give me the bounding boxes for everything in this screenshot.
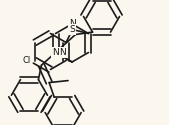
Text: N: N bbox=[52, 48, 59, 57]
Text: S: S bbox=[70, 25, 75, 34]
Text: N: N bbox=[59, 48, 66, 57]
Text: N: N bbox=[69, 20, 75, 28]
Text: Cl: Cl bbox=[23, 56, 31, 65]
